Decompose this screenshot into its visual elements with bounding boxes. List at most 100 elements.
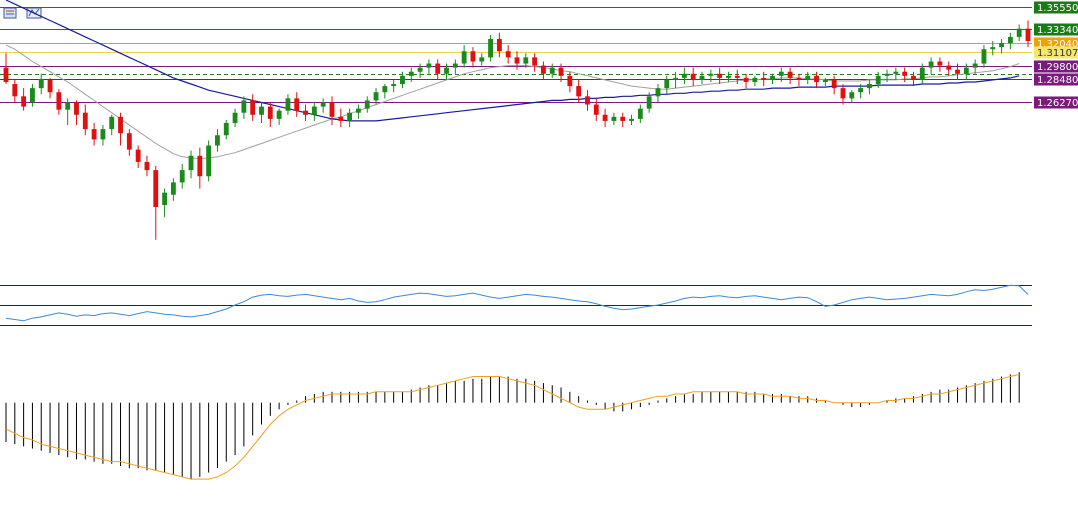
candle-body [206,145,212,177]
candle-body [267,106,273,119]
candle-body [355,108,361,113]
candle-body [911,75,916,80]
candle-body [417,67,423,72]
price-tag-bg [1034,23,1078,36]
candle-body [444,67,449,74]
candle-body [602,114,608,121]
candle-body [875,75,881,85]
candle-body [955,69,960,74]
candle-body [276,110,282,119]
candle-body [620,116,626,121]
macd-panel [5,372,1020,480]
candle-body [144,161,150,171]
candle-body [197,155,203,177]
candle-body [611,116,617,121]
candle-body [1016,28,1022,37]
price-tag-bg [1034,96,1078,109]
candle-body [585,96,590,105]
candle-body [981,49,987,64]
candle-body [637,108,643,119]
candle-body [452,63,458,68]
oscillator-line [5,284,1029,322]
candle-body [558,67,564,76]
candle-body [646,96,652,109]
candle-body [787,71,793,78]
candle-body [734,75,740,78]
candle-body [831,79,837,89]
candle-body [681,73,687,78]
candle-body [690,73,696,80]
candle-body [91,129,97,140]
candle-body [382,86,388,93]
oscillator-panel [0,284,1032,326]
candle-body [118,116,123,134]
candle-body [778,71,784,76]
candle-body [488,38,493,58]
candle-body [505,51,511,58]
candle-body [699,75,705,80]
candle-body [56,92,62,110]
candle-body [285,98,291,111]
candle-body [303,110,308,115]
price-tag-label: 1.26270 [1037,98,1078,109]
candle-body [919,67,925,80]
candle-body [858,88,864,93]
candle-body [109,116,115,130]
price-tag-bg [1034,46,1078,59]
candle-body [373,92,379,101]
chart-toolbar [3,7,42,19]
ma-fast-line [5,44,1020,160]
candle-body [866,84,872,89]
candle-body [963,67,969,74]
ma-slow-line [5,0,1020,122]
candle-body [250,100,256,115]
candle-body [532,57,538,66]
price-tag-bg [1034,60,1078,73]
candle-body [805,75,811,80]
candle-body [223,122,229,136]
price-tag-label: 1.28480 [1037,75,1078,86]
candle-body [893,71,899,74]
price-tag-bg [1034,1,1078,14]
candle-body [541,65,546,74]
candle-body [822,79,828,82]
price-tag-label: 1.35550 [1037,3,1078,14]
candle-body [726,75,731,78]
candle-body [717,73,723,78]
candle-body [65,102,71,110]
candle-body [514,57,520,64]
candle-body [126,133,132,150]
candle-body [761,77,767,80]
candle-body [294,98,300,111]
candle-body [814,75,819,82]
candle-body [232,112,238,123]
price-tag-label: 1.33340 [1037,25,1078,36]
chart-properties-icon[interactable] [3,7,17,19]
macd-signal-line [5,373,1020,480]
candle-body [47,79,53,93]
candle-body [673,77,679,80]
candle-body [708,73,714,76]
price-tag-label: 1.32040 [1037,39,1078,50]
candle-body [972,63,978,68]
candle-body [567,75,573,87]
moving-averages [5,0,1020,160]
candle-body [840,88,846,99]
candle-body [82,112,88,130]
candle-body [74,102,79,115]
candlesticks [3,20,1031,240]
candle-body [928,61,934,68]
candle-body [496,38,502,52]
candle-body [400,75,405,85]
candle-body [135,149,141,162]
candle-body [849,92,855,99]
candle-body [241,100,247,113]
candle-body [38,78,44,89]
candle-body [338,116,344,121]
candle-body [320,102,326,107]
candle-body [752,77,758,82]
candle-body [593,104,599,115]
candle-body [664,79,670,89]
candle-body [21,96,27,107]
